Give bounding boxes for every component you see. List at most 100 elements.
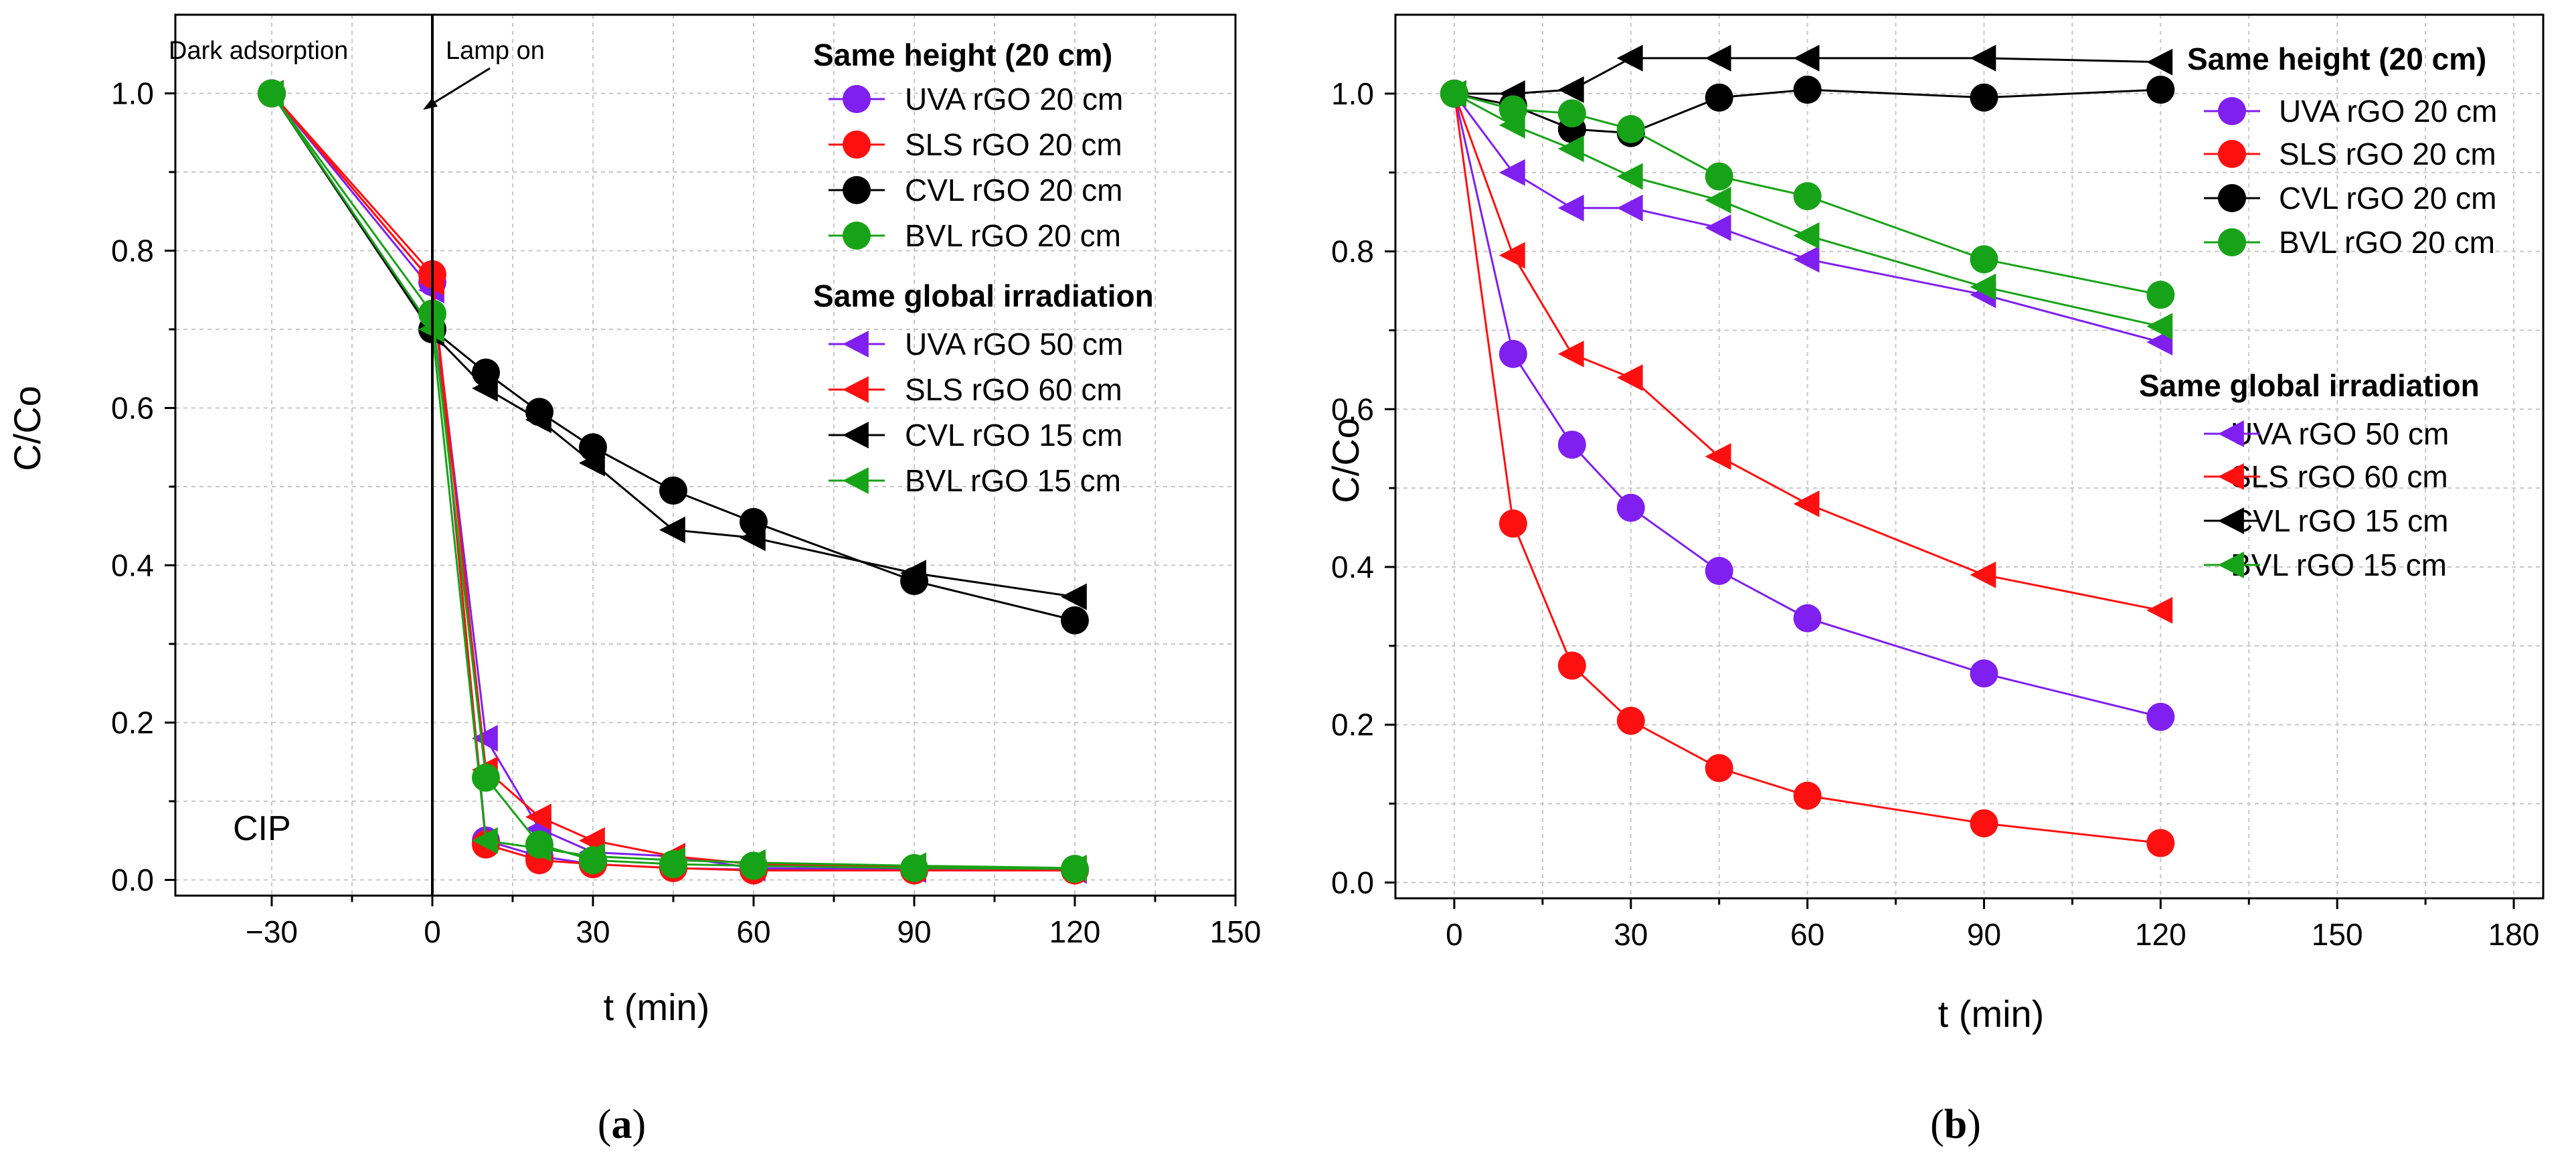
legend-label: SLS rGO 60 cm <box>905 372 1122 407</box>
data-point <box>1061 583 1087 610</box>
legend-label: UVA rGO 50 cm <box>905 327 1123 361</box>
data-point <box>1061 606 1089 635</box>
legend-marker <box>2218 228 2246 256</box>
legend-label: CVL rGO 20 cm <box>905 173 1122 208</box>
lamp-on-label: Lamp on <box>446 37 545 65</box>
data-point <box>525 406 551 434</box>
legend-label: CVL rGO 20 cm <box>2279 181 2496 216</box>
series-line <box>1453 93 2161 718</box>
data-point <box>1498 339 1527 368</box>
y-tick-label: 1.0 <box>111 76 154 111</box>
legend-label: UVA rGO 50 cm <box>2231 416 2449 451</box>
data-point <box>1705 83 1733 112</box>
y-tick-label: 0.4 <box>111 548 154 583</box>
y-tick-label: 1.0 <box>1331 76 1374 111</box>
panel-label-b: (b) <box>1930 1102 1981 1147</box>
data-point <box>1970 561 1996 588</box>
compound-label: CIP <box>233 809 291 848</box>
data-point <box>1705 187 1731 214</box>
data-point <box>1498 112 1525 139</box>
y-tick-label: 0.0 <box>111 863 154 898</box>
legend-label: BVL rGO 20 cm <box>2279 225 2495 260</box>
series-bvl-triangle-left <box>1440 80 2173 340</box>
data-point <box>1498 509 1527 538</box>
legend-marker <box>2218 184 2246 212</box>
x-tick-label: 60 <box>1790 917 1824 952</box>
data-point <box>579 449 605 477</box>
data-point <box>1793 182 1822 211</box>
data-point <box>1793 781 1822 810</box>
data-point <box>1557 99 1586 128</box>
x-tick-label: 90 <box>897 914 931 949</box>
data-point <box>659 476 687 505</box>
x-axis-title: t (min) <box>1938 993 2045 1035</box>
y-tick-label: 0.0 <box>1331 865 1374 900</box>
data-point <box>1793 222 1820 249</box>
data-point <box>740 524 766 552</box>
x-tick-label: 30 <box>576 914 610 949</box>
legend-marker <box>843 176 871 204</box>
data-point <box>1616 163 1643 190</box>
data-point <box>1557 194 1584 222</box>
legend-marker <box>843 422 869 448</box>
data-point <box>1616 194 1643 222</box>
data-point <box>900 560 926 587</box>
series-line <box>1453 93 2161 612</box>
legend-label: SLS rGO 60 cm <box>2231 459 2448 494</box>
data-point <box>472 763 500 792</box>
legend-group1-title: Same height (20 cm) <box>813 37 1112 72</box>
data-point <box>472 827 498 854</box>
legend-a: Same height (20 cm) Same global irradiat… <box>813 37 1154 498</box>
legend-label: SLS rGO 20 cm <box>2279 137 2496 171</box>
y-axis-title: C/Co <box>1324 418 1367 503</box>
y-axis-title: C/Co <box>6 386 48 471</box>
legend-marker <box>2218 552 2244 578</box>
data-point <box>1705 443 1731 470</box>
data-point <box>1793 246 1820 273</box>
grid-b <box>1395 15 2543 898</box>
data-point <box>2146 596 2173 624</box>
data-point <box>525 835 551 862</box>
legend-marker <box>2218 507 2244 534</box>
data-point <box>2146 702 2175 731</box>
axes-frame-a <box>174 13 1237 897</box>
data-point <box>1557 76 1584 103</box>
x-tick-label: 120 <box>1049 914 1101 949</box>
legend-marker <box>2218 97 2246 125</box>
legend-marker <box>843 85 871 113</box>
lamp-on-arrow-line <box>428 67 491 107</box>
data-point <box>1705 556 1733 585</box>
data-point <box>1793 490 1820 517</box>
data-point <box>1616 493 1645 522</box>
legend-marker <box>843 331 869 357</box>
legend-marker <box>843 222 871 250</box>
x-tick-label: 120 <box>2135 917 2186 952</box>
grid-a <box>175 15 1235 896</box>
legend-group2-title: Same global irradiation <box>813 278 1154 313</box>
data-point <box>1557 430 1586 459</box>
data-point <box>1616 44 1643 72</box>
axes-frame <box>1394 13 2545 900</box>
legend-marker <box>2218 420 2244 447</box>
data-point <box>1616 114 1645 143</box>
x-tick-label: 0 <box>1446 917 1463 952</box>
data-point <box>659 516 685 544</box>
y-tick-label: 0.2 <box>1331 708 1374 742</box>
legend-marker <box>843 467 869 494</box>
legend-marker <box>843 376 869 403</box>
x-tick-label: 150 <box>2312 917 2363 952</box>
x-tick-label: −30 <box>246 914 298 949</box>
x-tick-label: 180 <box>2488 917 2540 952</box>
x-tick-label: 150 <box>1210 914 1262 949</box>
x-tick-label: 0 <box>424 914 441 949</box>
legend-marker <box>2218 140 2246 168</box>
data-point <box>740 849 766 876</box>
x-tick-label: 30 <box>1614 917 1648 952</box>
data-point <box>579 843 605 870</box>
y-tick-label: 0.8 <box>1331 234 1374 269</box>
x-tick-label: 90 <box>1967 917 2001 952</box>
data-point <box>1557 340 1584 367</box>
data-point <box>1557 135 1584 163</box>
x-tick-label: 60 <box>736 914 770 949</box>
data-point <box>1616 706 1645 735</box>
